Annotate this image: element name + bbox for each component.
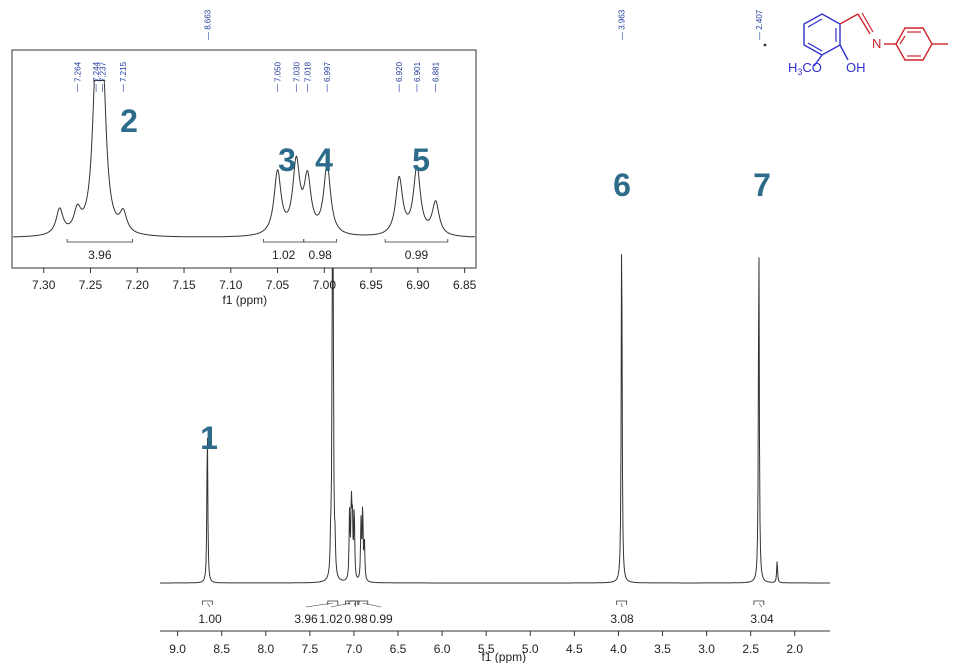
main-x-tick-label: 3.0 (698, 642, 715, 656)
main-spectrum-trace (160, 207, 830, 584)
main-x-tick-label: 4.0 (610, 642, 627, 656)
main-x-tick-label: 4.5 (566, 642, 583, 656)
inset-peak-ppm-label: 7.018 (303, 61, 312, 82)
inset-frame (11, 49, 477, 269)
inset-spectrum-layer: 7.30 7.25 7.20 7.15 7.10 7.05 7.00 6.95 6.90 6.85… (11, 49, 477, 307)
inset-x-tick-label: 7.00 (313, 278, 337, 292)
main-peak-ppm-label: — 8.663 (203, 9, 212, 40)
inset-x-tick-label: 7.10 (219, 278, 243, 292)
main-integral-label: 3.04 (750, 612, 774, 626)
main-x-tick-label: 6.0 (434, 642, 451, 656)
inset-peak-ppm-label: 6.901 (413, 61, 422, 82)
inset-x-tick-label: 6.90 (406, 278, 430, 292)
imine-bond-2b (861, 12, 874, 33)
methoxy-label: H3CO (788, 60, 822, 77)
main-x-tick-label: 5.0 (522, 642, 539, 656)
inset-peak-ppm-label: 7.215 (119, 61, 128, 82)
main-integral-label: 0.99 (369, 612, 393, 626)
inset-peak-ppm-label: 6.997 (323, 61, 332, 82)
main-x-tick-label: 3.5 (654, 642, 671, 656)
inset-spectrum-trace (13, 80, 475, 238)
inset-integral-bar (303, 239, 337, 243)
main-integral-leader (330, 602, 351, 608)
main-x-tick-label: 8.5 (213, 642, 230, 656)
main-x-tick-label: 6.5 (390, 642, 407, 656)
main-integral-leader (207, 602, 211, 608)
inset-x-tick-label: 6.85 (453, 278, 477, 292)
main-x-axis-title: f1 (ppm) (481, 650, 526, 663)
left-ring (803, 13, 841, 56)
main-integral-leader (305, 602, 333, 608)
main-integral-bracket (348, 600, 360, 605)
right-ring (895, 27, 933, 61)
inset-integral-label: 0.99 (405, 248, 429, 262)
main-integral-leader (758, 602, 763, 608)
main-peak-number: 1 (200, 420, 218, 456)
inset-x-axis-title: f1 (ppm) (222, 293, 267, 307)
inset-integral-label: 1.02 (272, 248, 296, 262)
left-ring-double-2 (807, 42, 823, 52)
main-integral-leader (362, 602, 382, 608)
imine-bond-2 (857, 13, 871, 35)
main-integral-label: 3.96 (294, 612, 318, 626)
main-integral-bracket (201, 600, 213, 605)
inset-integral-label: 0.98 (308, 248, 332, 262)
main-x-tick-label: 2.5 (742, 642, 759, 656)
main-x-tick-label: 2.0 (786, 642, 803, 656)
inset-region-number: 3 (278, 142, 296, 178)
inset-region-number: 2 (120, 103, 138, 139)
inset-x-tick-label: 6.95 (359, 278, 383, 292)
inset-x-tick-label: 7.05 (266, 278, 290, 292)
main-spectrum-layer: 9.0 8.5 8.0 7.5 7.0 6.5 6.0 5.5 5.0 4.5 4.0 3.5 3.0 2… (160, 9, 830, 663)
main-integral-bracket (753, 600, 765, 605)
main-integral-leader (353, 602, 357, 608)
inset-integral-bar (384, 239, 449, 243)
inset-region-number: 5 (412, 142, 430, 178)
main-x-tick-label: 7.0 (346, 642, 363, 656)
main-x-tick-label: 7.5 (302, 642, 319, 656)
inset-x-tick-label: 7.30 (32, 278, 56, 292)
main-integral-label: 0.98 (344, 612, 368, 626)
main-peak-ppm-label: — 2.407 (755, 9, 764, 40)
main-x-tick-label: 8.0 (257, 642, 274, 656)
bullet-dot (763, 43, 767, 47)
inset-integral-label: 3.96 (88, 248, 112, 262)
main-peak-number: 7 (753, 167, 771, 203)
imine-bond-1 (839, 13, 859, 25)
main-integral-bracket (616, 600, 628, 605)
main-integral-label: 1.00 (198, 612, 222, 626)
inset-x-tick-label: 7.15 (172, 278, 196, 292)
methoxy-bond (813, 54, 823, 67)
inset-x-tick-label: 7.20 (126, 278, 150, 292)
main-x-tick-label: 5.5 (478, 642, 495, 656)
inset-peak-ppm-label: 7.030 (292, 61, 301, 82)
right-ring-double-3 (899, 35, 906, 45)
hydroxy-label: OH (846, 60, 866, 75)
inset-integral-bar (66, 239, 133, 243)
inset-peak-ppm-label: 6.881 (432, 61, 441, 82)
inset-x-tick-label: 7.25 (79, 278, 103, 292)
inset-peak-ppm-label: 6.920 (395, 61, 404, 82)
main-integral-bracket (357, 600, 369, 605)
hydroxy-bond (839, 44, 849, 61)
main-peak-ppm-label: — 3.963 (618, 9, 627, 40)
nitrogen-label: N (872, 36, 881, 51)
inset-region-number: 4 (315, 142, 333, 178)
molecule-structure: H3CO OH N (763, 12, 948, 77)
inset-peak-ppm-label: 7.244 (92, 61, 101, 82)
inset-peak-ppm-label: 7.264 (73, 61, 82, 82)
left-ring-double-1 (807, 18, 823, 28)
main-integral-bracket (327, 600, 339, 605)
main-peak-number: 6 (613, 167, 631, 203)
inset-peak-ppm-label: 7.237 (99, 61, 108, 82)
main-integral-label: 3.08 (610, 612, 634, 626)
inset-peak-ppm-label: 7.050 (274, 61, 283, 82)
main-x-tick-label: 9.0 (169, 642, 186, 656)
main-integral-label: 1.02 (319, 612, 343, 626)
